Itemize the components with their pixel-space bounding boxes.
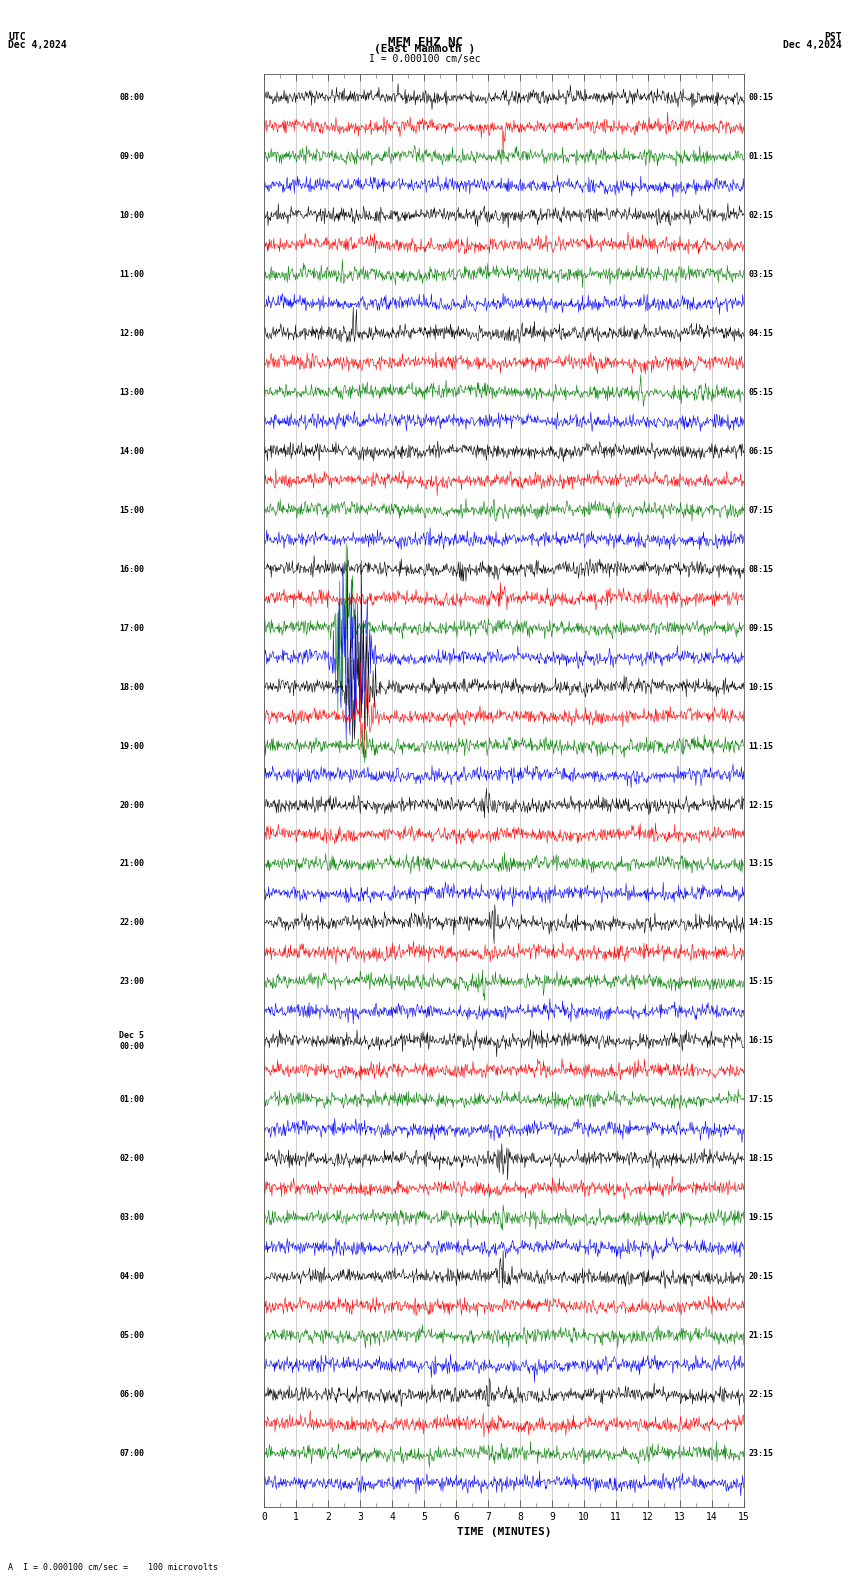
- Text: 09:00: 09:00: [119, 152, 144, 160]
- Text: 21:15: 21:15: [749, 1331, 774, 1340]
- Text: 15:15: 15:15: [749, 977, 774, 987]
- Text: 02:15: 02:15: [749, 211, 774, 220]
- Text: 12:15: 12:15: [749, 800, 774, 809]
- Text: MEM EHZ NC: MEM EHZ NC: [388, 36, 462, 49]
- Text: 17:15: 17:15: [749, 1096, 774, 1104]
- Text: UTC: UTC: [8, 32, 26, 41]
- Text: Dec 4,2024: Dec 4,2024: [783, 40, 842, 49]
- Text: 07:15: 07:15: [749, 505, 774, 515]
- Text: 01:15: 01:15: [749, 152, 774, 160]
- Text: 20:15: 20:15: [749, 1272, 774, 1281]
- Text: 18:15: 18:15: [749, 1155, 774, 1163]
- Text: 13:00: 13:00: [119, 388, 144, 396]
- Text: Dec 5
00:00: Dec 5 00:00: [119, 1031, 144, 1050]
- Text: 22:00: 22:00: [119, 919, 144, 928]
- Text: 03:15: 03:15: [749, 269, 774, 279]
- Text: 09:15: 09:15: [749, 624, 774, 632]
- Text: 16:15: 16:15: [749, 1036, 774, 1045]
- Text: Dec 4,2024: Dec 4,2024: [8, 40, 67, 49]
- Text: 05:15: 05:15: [749, 388, 774, 396]
- Text: 14:15: 14:15: [749, 919, 774, 928]
- Text: 18:00: 18:00: [119, 683, 144, 692]
- Text: 23:00: 23:00: [119, 977, 144, 987]
- Text: PST: PST: [824, 32, 842, 41]
- Text: 12:00: 12:00: [119, 328, 144, 337]
- Text: 20:00: 20:00: [119, 800, 144, 809]
- Text: 00:15: 00:15: [749, 93, 774, 101]
- Text: 22:15: 22:15: [749, 1391, 774, 1399]
- Text: 08:15: 08:15: [749, 564, 774, 573]
- Text: 17:00: 17:00: [119, 624, 144, 632]
- Text: (East Mammoth ): (East Mammoth ): [374, 44, 476, 54]
- Text: 01:00: 01:00: [119, 1096, 144, 1104]
- Text: 15:00: 15:00: [119, 505, 144, 515]
- Text: 04:15: 04:15: [749, 328, 774, 337]
- Text: 02:00: 02:00: [119, 1155, 144, 1163]
- Text: 19:15: 19:15: [749, 1213, 774, 1223]
- Text: 03:00: 03:00: [119, 1213, 144, 1223]
- Text: 04:00: 04:00: [119, 1272, 144, 1281]
- Text: 11:00: 11:00: [119, 269, 144, 279]
- Text: 13:15: 13:15: [749, 860, 774, 868]
- Text: 14:00: 14:00: [119, 447, 144, 456]
- Text: 08:00: 08:00: [119, 93, 144, 101]
- Text: 19:00: 19:00: [119, 741, 144, 751]
- Text: 21:00: 21:00: [119, 860, 144, 868]
- Text: 10:15: 10:15: [749, 683, 774, 692]
- Text: I = 0.000100 cm/sec: I = 0.000100 cm/sec: [369, 54, 481, 63]
- Text: 05:00: 05:00: [119, 1331, 144, 1340]
- Text: 06:00: 06:00: [119, 1391, 144, 1399]
- X-axis label: TIME (MINUTES): TIME (MINUTES): [456, 1527, 552, 1538]
- Text: A  I = 0.000100 cm/sec =    100 microvolts: A I = 0.000100 cm/sec = 100 microvolts: [8, 1562, 218, 1571]
- Text: 06:15: 06:15: [749, 447, 774, 456]
- Text: 16:00: 16:00: [119, 564, 144, 573]
- Text: 07:00: 07:00: [119, 1449, 144, 1459]
- Text: 11:15: 11:15: [749, 741, 774, 751]
- Text: 10:00: 10:00: [119, 211, 144, 220]
- Text: 23:15: 23:15: [749, 1449, 774, 1459]
